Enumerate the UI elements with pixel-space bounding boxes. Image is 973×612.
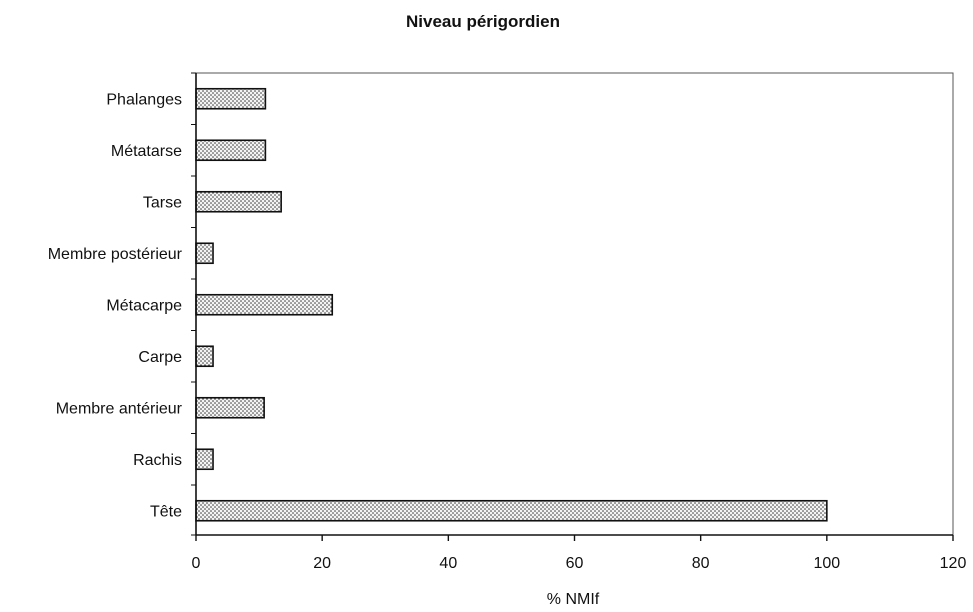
x-tick-label: 100 — [813, 555, 840, 572]
bar-3 — [195, 242, 214, 265]
x-axis: 0 20 40 60 80 100 120 — [191, 72, 967, 572]
category-label: Carpe — [138, 349, 182, 366]
bar-4 — [195, 293, 334, 316]
x-axis-title: % NMIf — [547, 591, 600, 608]
category-labels-group: Phalanges Métatarse Tarse Membre postérieur… — [48, 91, 183, 520]
bar-0 — [195, 87, 267, 110]
category-label: Membre postérieur — [48, 246, 183, 263]
x-tick-label: 120 — [940, 555, 967, 572]
x-tick-label: 80 — [692, 555, 710, 572]
chart-title: Niveau périgordien — [406, 12, 560, 31]
x-tick-label: 20 — [313, 555, 331, 572]
bar-5 — [195, 345, 214, 368]
bar-1 — [195, 139, 267, 162]
bar-2 — [195, 190, 282, 213]
category-label: Membre antérieur — [56, 400, 183, 417]
bars-group — [195, 87, 828, 522]
category-label: Métatarse — [111, 143, 182, 160]
category-label: Métacarpe — [106, 297, 182, 314]
category-label: Rachis — [133, 452, 182, 469]
bar-8 — [195, 499, 828, 522]
x-tick-label: 0 — [192, 555, 201, 572]
category-label: Tarse — [143, 194, 182, 211]
bar-7 — [195, 448, 214, 471]
category-label: Phalanges — [106, 91, 182, 108]
x-tick-label: 60 — [566, 555, 584, 572]
x-tick-label: 40 — [439, 555, 457, 572]
bar-6 — [195, 396, 265, 419]
category-label: Tête — [150, 503, 182, 520]
